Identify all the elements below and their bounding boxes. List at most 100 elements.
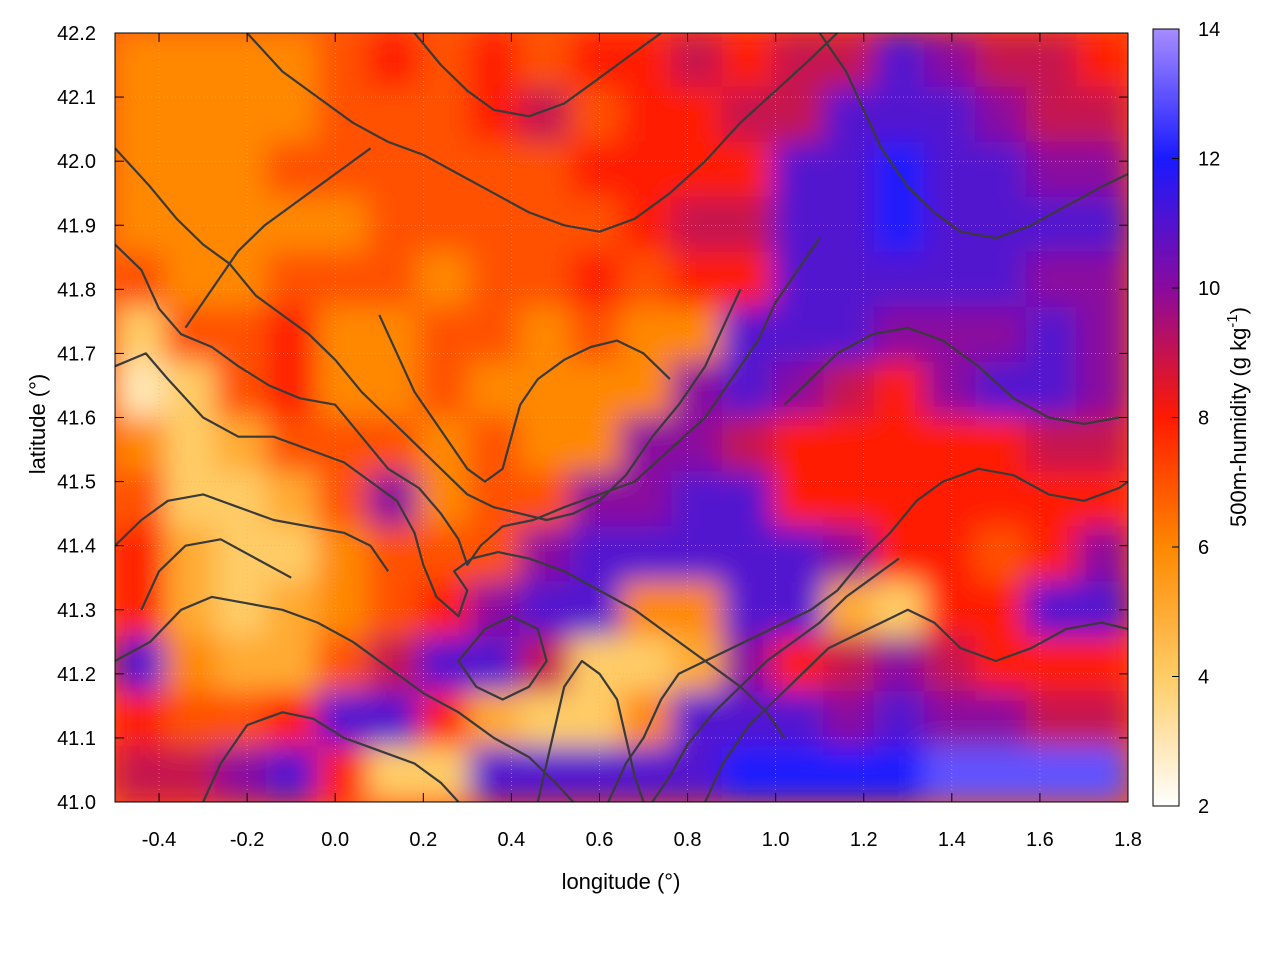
heatmap-cell: [823, 86, 876, 144]
heatmap-cell: [1025, 196, 1079, 254]
heatmap-cell: [873, 361, 927, 419]
y-tick-label: 41.1: [57, 728, 96, 750]
heatmap-cell: [1025, 691, 1079, 749]
heatmap-cell: [620, 141, 674, 199]
contour-line: [704, 608, 1128, 802]
x-tick-label: 1.4: [938, 829, 966, 851]
heatmap-cell: [772, 746, 826, 802]
y-tick-label: 41.9: [57, 215, 96, 237]
contour-lines: [115, 33, 1128, 802]
colorbar-tick-label: 4: [1198, 667, 1209, 689]
heatmap-cell: [924, 416, 978, 474]
heatmap-cell: [620, 636, 674, 694]
heatmap-cell: [417, 416, 471, 474]
heatmap-cell: [519, 251, 572, 309]
contour-line: [184, 147, 372, 329]
heatmap-cell: [924, 581, 978, 639]
heatmap-cell: [417, 33, 471, 89]
heatmap-cell: [1025, 526, 1079, 584]
heatmap-cell: [823, 306, 876, 364]
heatmap-cell: [772, 86, 826, 144]
heatmap-cell: [569, 526, 623, 584]
heatmap-cell: [417, 86, 471, 144]
heatmap-cell: [115, 306, 167, 364]
heatmap-cell: [1076, 86, 1128, 144]
heatmap-cell: [569, 196, 623, 254]
heatmap-cell: [164, 526, 218, 584]
heatmap-cell: [1076, 526, 1128, 584]
heatmap-cell: [164, 141, 218, 199]
heatmap-cell: [823, 691, 876, 749]
heatmap-cell: [316, 306, 370, 364]
heatmap-cell: [620, 691, 674, 749]
heatmap-cell: [215, 141, 268, 199]
heatmap-cell: [1076, 361, 1128, 419]
heatmap-cell: [265, 251, 319, 309]
heatmap-cell: [721, 416, 775, 474]
heatmap-cell: [721, 196, 775, 254]
heatmap-cell: [924, 141, 978, 199]
heatmap-cell: [417, 196, 471, 254]
heatmap-cell: [519, 526, 572, 584]
heatmap-cell: [975, 746, 1028, 802]
heatmap-cell: [367, 746, 420, 802]
heatmap-cell: [316, 471, 370, 529]
heatmap-cell: [772, 691, 826, 749]
heatmap-cell: [115, 361, 167, 419]
plot-area: [114, 32, 1129, 803]
y-tick-label: 41.8: [57, 279, 96, 301]
heatmap-cell: [975, 471, 1028, 529]
heatmap-cell: [417, 251, 471, 309]
heatmap-cell: [721, 141, 775, 199]
heatmap-cell: [1025, 581, 1079, 639]
heatmap-cell: [620, 581, 674, 639]
heatmap-cell: [569, 416, 623, 474]
heatmap-cell: [569, 691, 623, 749]
heatmap-cell: [924, 361, 978, 419]
heatmap-cell: [468, 306, 522, 364]
heatmap-cell: [975, 251, 1028, 309]
heatmap-cell: [468, 361, 522, 419]
heatmap-cell: [772, 33, 826, 89]
heatmap-cell: [823, 471, 876, 529]
heatmap-cell: [772, 251, 826, 309]
colorbar-ticks: 2 4 6 8 10 12 14: [1172, 19, 1220, 818]
heatmap-cell: [1076, 746, 1128, 802]
heatmap-cell: [519, 691, 572, 749]
heatmap-cell: [316, 196, 370, 254]
heatmap-cell: [924, 746, 978, 802]
heatmap-cell: [924, 86, 978, 144]
heatmap-cell: [873, 526, 927, 584]
heatmap-cell: [975, 306, 1028, 364]
heatmap-cell: [569, 86, 623, 144]
heatmap-cell: [1025, 306, 1079, 364]
heatmap-cell: [417, 306, 471, 364]
heatmap-cell: [1076, 416, 1128, 474]
contour-line: [818, 33, 1128, 240]
heatmap-cell: [772, 471, 826, 529]
heatmap-cell: [316, 636, 370, 694]
heatmap-cell: [417, 636, 471, 694]
heatmap-cell: [873, 33, 927, 89]
heatmap-cell: [671, 746, 724, 802]
heatmap-cell: [115, 416, 167, 474]
heatmap-cell: [367, 33, 420, 89]
heatmap-cell: [519, 141, 572, 199]
heatmap-cell: [417, 526, 471, 584]
heatmap-cell: [873, 636, 927, 694]
heatmap-cell: [975, 33, 1028, 89]
heatmap-cell: [620, 526, 674, 584]
heatmap-cell: [519, 361, 572, 419]
heatmap-cell: [164, 306, 218, 364]
heatmap-cell: [671, 86, 724, 144]
y-tick-label: 41.3: [57, 600, 96, 622]
heatmap-cell: [468, 251, 522, 309]
heatmap-cell: [1076, 33, 1128, 89]
heatmap-cell: [164, 691, 218, 749]
heatmap-cell: [569, 471, 623, 529]
heatmap-cell: [721, 526, 775, 584]
contour-line: [140, 538, 292, 611]
heatmap-cell: [772, 306, 826, 364]
heatmap-cell: [164, 361, 218, 419]
